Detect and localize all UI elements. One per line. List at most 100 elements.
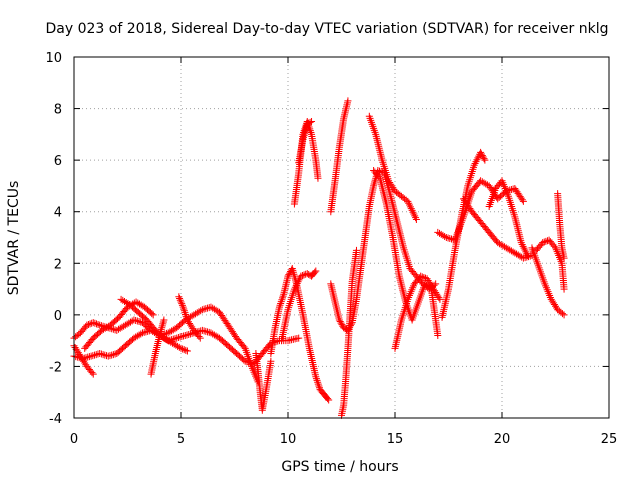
- data-point: [375, 173, 383, 181]
- data-point: [306, 118, 314, 126]
- series-arc-25: [554, 190, 568, 262]
- data-point: [197, 307, 205, 315]
- data-point: [519, 197, 527, 205]
- data-point: [106, 352, 114, 360]
- data-point: [195, 333, 203, 341]
- data-point: [560, 285, 568, 293]
- data-point: [148, 310, 156, 318]
- data-point: [179, 345, 187, 353]
- data-point: [446, 235, 454, 243]
- data-point: [337, 319, 345, 327]
- data-point: [377, 168, 385, 176]
- data-point: [133, 317, 141, 325]
- data-point: [84, 353, 92, 361]
- data-point: [344, 326, 352, 334]
- data-point: [183, 347, 191, 355]
- x-tick-label: 25: [601, 432, 618, 447]
- x-axis-label: GPS time / hours: [281, 459, 398, 475]
- y-axis-label: SDTVAR / TECUs: [6, 181, 22, 296]
- x-tick-label: 0: [70, 432, 78, 447]
- data-point: [303, 120, 311, 128]
- data-point: [418, 273, 426, 281]
- data-point: [96, 350, 104, 358]
- plot-frame: [73, 56, 610, 419]
- x-tick-label: 5: [177, 432, 185, 447]
- data-point: [137, 318, 145, 326]
- data-point: [481, 156, 489, 164]
- data-point: [99, 351, 107, 359]
- data-point: [149, 311, 157, 319]
- data-point: [442, 234, 450, 241]
- y-tick-label: 2: [54, 257, 62, 272]
- x-tick-label: 20: [494, 432, 511, 447]
- data-point: [324, 395, 332, 403]
- data-point: [420, 273, 428, 281]
- data-point: [171, 335, 179, 343]
- data-point: [142, 328, 150, 336]
- data-point: [412, 215, 420, 223]
- data-point: [186, 330, 194, 338]
- series-arc-4: [81, 298, 157, 352]
- tick-labels: 0 5 10 15 20 25 -4 -2 0 2 4 6 8 10: [45, 51, 617, 447]
- data-point: [89, 370, 97, 378]
- data-point: [180, 332, 188, 340]
- data-point: [447, 235, 455, 243]
- data-point: [200, 305, 208, 313]
- x-tick-label: 10: [280, 432, 297, 447]
- data-point: [96, 321, 104, 329]
- data-point: [524, 252, 532, 260]
- data-point: [477, 150, 485, 158]
- data-point: [178, 301, 186, 309]
- data-point: [340, 324, 348, 332]
- series-arc-22: [485, 177, 532, 260]
- data-point: [176, 295, 184, 303]
- data-point: [412, 214, 420, 222]
- data-point: [91, 319, 99, 327]
- data-point: [525, 253, 533, 261]
- data-point: [185, 330, 193, 338]
- data-point: [477, 148, 485, 156]
- series-arc-12: [295, 117, 316, 167]
- data-point: [478, 152, 486, 160]
- y-tick-label: 10: [45, 51, 62, 66]
- data-point: [202, 327, 210, 335]
- data-point: [140, 328, 148, 336]
- data-point: [104, 352, 112, 360]
- series-arc-8: [252, 350, 275, 414]
- data-point: [518, 196, 526, 204]
- data-point: [178, 300, 186, 308]
- data-point: [72, 353, 80, 361]
- data-point: [407, 205, 415, 213]
- y-tick-label: 0: [54, 309, 62, 324]
- data-point: [540, 238, 548, 246]
- data-point: [434, 331, 442, 339]
- data-point: [135, 318, 143, 326]
- data-point: [411, 212, 419, 220]
- data-point: [205, 328, 213, 336]
- data-point: [245, 358, 253, 366]
- data-point: [507, 186, 515, 194]
- data-point: [145, 327, 153, 335]
- data-point: [91, 351, 99, 359]
- data-point: [417, 272, 425, 280]
- data-point: [539, 239, 547, 247]
- data-point: [85, 353, 93, 361]
- series-arc-16: [365, 112, 420, 223]
- data-point: [418, 278, 426, 286]
- data-point: [444, 234, 452, 242]
- data-point: [297, 272, 305, 280]
- data-point: [137, 330, 145, 338]
- data-point: [89, 319, 97, 327]
- data-point: [180, 346, 188, 354]
- data-point: [519, 254, 527, 262]
- data-point: [314, 174, 322, 182]
- data-points: [70, 97, 568, 419]
- data-point: [480, 155, 488, 163]
- y-tick-label: -2: [49, 360, 62, 375]
- data-point: [345, 325, 353, 333]
- data-point: [560, 254, 568, 262]
- data-point: [347, 320, 355, 328]
- data-point: [108, 351, 116, 359]
- data-point: [325, 396, 333, 404]
